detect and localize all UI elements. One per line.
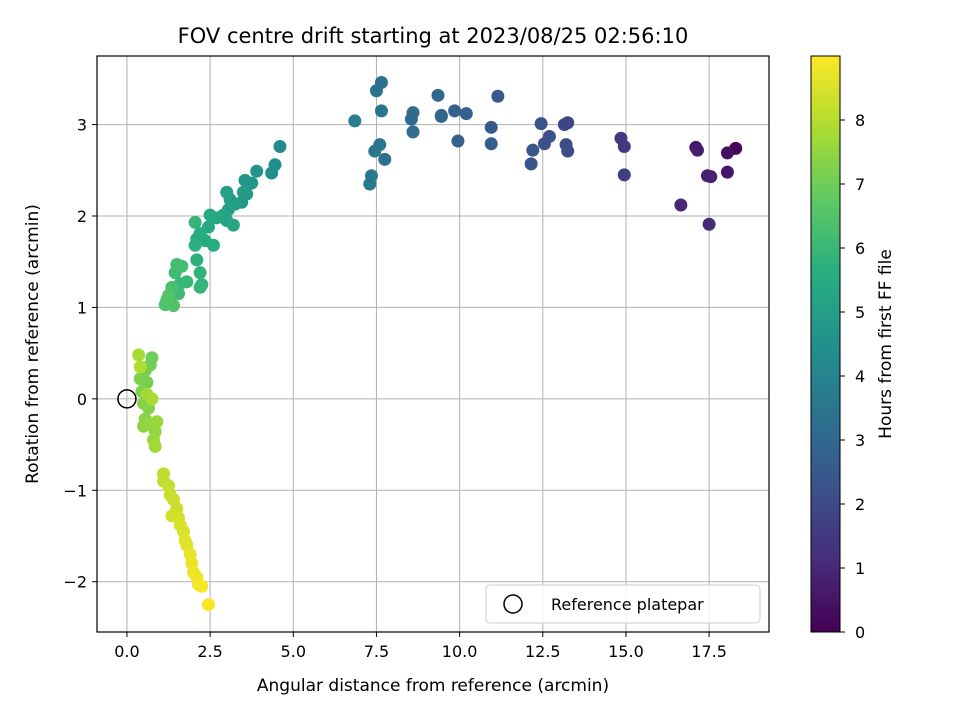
colorbar-tick-label: 4: [855, 367, 865, 386]
data-point: [491, 89, 505, 103]
data-point: [561, 116, 575, 130]
y-tick-label: −2: [63, 573, 87, 592]
colorbar-gradient: [810, 55, 841, 633]
data-point: [193, 266, 207, 280]
y-axis-ticks: −2 −1 0 1 2 3: [63, 116, 97, 592]
data-point: [374, 104, 388, 118]
colorbar: 0 1 2 3 4 5 6 7 8 Hours from first FF file: [810, 55, 896, 642]
data-point: [273, 140, 287, 154]
data-point: [133, 360, 147, 374]
data-point: [250, 164, 264, 178]
data-point: [190, 253, 204, 267]
data-point: [459, 107, 473, 121]
data-point: [236, 185, 250, 199]
data-point: [524, 157, 538, 171]
data-point: [201, 598, 215, 612]
x-tick-label: 7.5: [364, 642, 389, 661]
data-point: [203, 208, 217, 222]
colorbar-tick-label: 5: [855, 303, 865, 322]
data-point: [720, 146, 734, 160]
data-point: [145, 392, 159, 406]
grid: [97, 56, 769, 632]
y-tick-label: 3: [77, 116, 87, 135]
data-point: [674, 198, 688, 212]
data-point: [434, 108, 448, 122]
data-point: [265, 166, 279, 180]
colorbar-tick-label: 0: [855, 623, 865, 642]
data-point: [406, 125, 420, 139]
data-point: [537, 137, 551, 151]
plot-frame: [96, 55, 770, 633]
x-tick-label: 15.0: [608, 642, 644, 661]
x-tick-label: 12.5: [525, 642, 561, 661]
colorbar-tick-label: 8: [855, 111, 865, 130]
x-tick-label: 2.5: [197, 642, 222, 661]
data-point: [195, 579, 209, 593]
data-point: [167, 299, 181, 313]
colorbar-tick-label: 2: [855, 495, 865, 514]
data-point: [368, 144, 382, 158]
x-tick-label: 17.5: [691, 642, 727, 661]
data-point: [617, 140, 631, 154]
data-point: [534, 117, 548, 131]
data-point: [188, 215, 202, 229]
colorbar-label: Hours from first FF file: [876, 249, 896, 439]
data-point: [451, 134, 465, 148]
data-point: [133, 372, 147, 386]
y-tick-label: −1: [63, 481, 87, 500]
y-axis-label: Rotation from reference (arcmin): [23, 204, 43, 484]
data-point: [484, 120, 498, 134]
reference-platepar-marker: [117, 389, 137, 409]
y-tick-label: 2: [77, 207, 87, 226]
data-point: [484, 137, 498, 151]
data-point: [617, 168, 631, 182]
data-point: [150, 415, 164, 429]
colorbar-tick-label: 7: [855, 175, 865, 194]
x-axis-label: Angular distance from reference (arcmin): [257, 676, 609, 696]
legend-box: [485, 584, 761, 624]
data-point: [363, 177, 377, 191]
data-point: [431, 88, 445, 102]
data-point: [702, 217, 716, 231]
data-point: [690, 143, 704, 157]
legend: Reference platepar: [485, 584, 761, 624]
data-point: [220, 185, 234, 199]
data-point: [704, 170, 718, 184]
data-point: [378, 152, 392, 166]
colorbar-tick-label: 1: [855, 559, 865, 578]
legend-marker: [503, 594, 523, 614]
data-points: [132, 76, 743, 612]
data-point: [193, 280, 207, 294]
colorbar-ticks: 0 1 2 3 4 5 6 7 8: [840, 111, 865, 642]
colorbar-tick-label: 3: [855, 431, 865, 450]
x-axis-ticks: 0.0 2.5 5.0 7.5 10.0 12.5 15.0 17.5: [114, 632, 727, 661]
x-tick-label: 5.0: [281, 642, 306, 661]
data-point: [170, 257, 184, 271]
y-tick-label: 0: [77, 390, 87, 409]
x-tick-label: 10.0: [442, 642, 478, 661]
data-point: [188, 238, 202, 252]
data-point: [148, 439, 162, 453]
data-point: [369, 84, 383, 98]
data-point: [720, 165, 734, 179]
x-tick-label: 0.0: [114, 642, 139, 661]
data-point: [561, 144, 575, 158]
colorbar-tick-label: 6: [855, 239, 865, 258]
legend-label: Reference platepar: [551, 595, 704, 614]
data-point: [226, 218, 240, 232]
chart-title: FOV centre drift starting at 2023/08/25 …: [178, 24, 689, 48]
data-point: [132, 348, 146, 362]
data-point: [448, 104, 462, 118]
data-point: [238, 173, 252, 187]
data-point: [348, 114, 362, 128]
data-point: [162, 289, 176, 303]
data-point: [404, 112, 418, 126]
y-tick-label: 1: [77, 298, 87, 317]
data-point: [526, 143, 540, 157]
